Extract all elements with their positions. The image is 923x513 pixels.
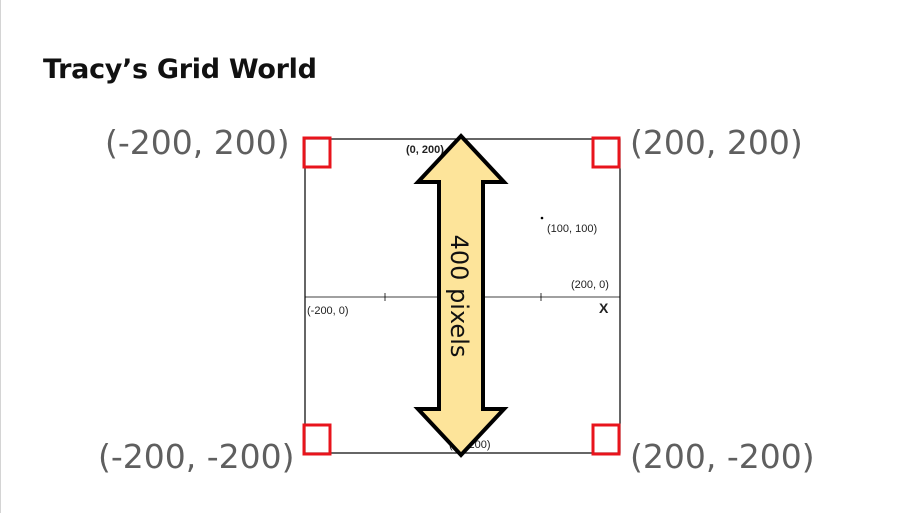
- bottom-left-corner-marker: [302, 423, 332, 456]
- left-axis-label: (-200, 0): [307, 305, 349, 317]
- right-axis-label: (200, 0): [571, 279, 609, 291]
- height-double-arrow: [413, 133, 509, 458]
- bottom-right-corner-marker: [591, 423, 621, 456]
- top-right-corner-marker: [591, 136, 621, 169]
- bottom-right-corner-label: (200, -200): [630, 437, 815, 476]
- top-left-corner-label: (-200, 200): [105, 123, 290, 162]
- top-left-corner-marker: [302, 136, 332, 169]
- point-100-100-label: (100, 100): [547, 223, 597, 235]
- bottom-left-corner-label: (-200, -200): [98, 437, 295, 476]
- top-right-corner-label: (200, 200): [630, 123, 803, 162]
- page-title: Tracy’s Grid World: [43, 54, 317, 85]
- page-left-border: [0, 0, 1, 513]
- arrow-dimension-label: 400 pixels: [445, 235, 473, 358]
- point-100-100-marker: [540, 216, 544, 220]
- top-center-label: (0, 200): [406, 144, 444, 156]
- x-axis-label: X: [599, 300, 609, 316]
